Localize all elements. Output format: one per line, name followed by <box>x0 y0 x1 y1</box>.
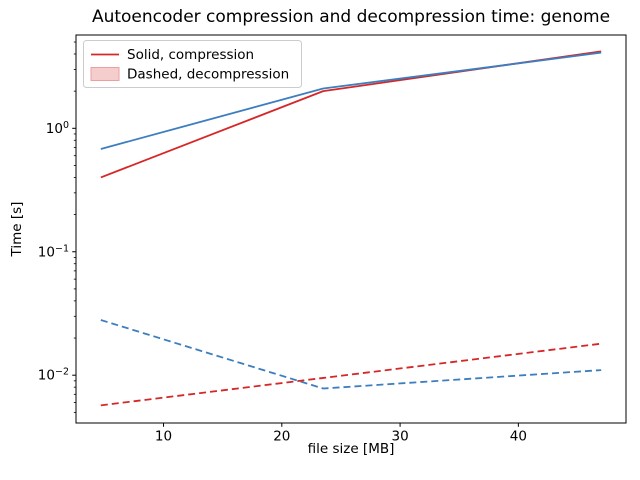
x-tick-label: 30 <box>391 429 408 445</box>
series-decompression-blue <box>100 319 602 390</box>
chart-title: Autoencoder compression and decompressio… <box>91 7 611 27</box>
x-tick-label: 20 <box>273 429 290 445</box>
series-compression-blue <box>100 51 602 150</box>
series-decompression-red <box>100 342 602 407</box>
y-tick-label: 10−1 <box>38 243 69 260</box>
axes-spines <box>75 34 627 424</box>
legend-box <box>83 40 302 88</box>
x-tick-label: 10 <box>155 429 172 445</box>
legend-label: Dashed, decompression <box>127 67 289 83</box>
x-tick-label: 40 <box>510 429 527 445</box>
y-tick-label: 100 <box>46 120 69 137</box>
legend-label: Solid, compression <box>127 47 254 63</box>
x-axis-label: file size [MB] <box>307 441 395 457</box>
y-axis-label: Time [s] <box>9 201 25 257</box>
legend-swatch-patch <box>90 67 120 81</box>
y-tick-label: 10−2 <box>38 367 69 384</box>
